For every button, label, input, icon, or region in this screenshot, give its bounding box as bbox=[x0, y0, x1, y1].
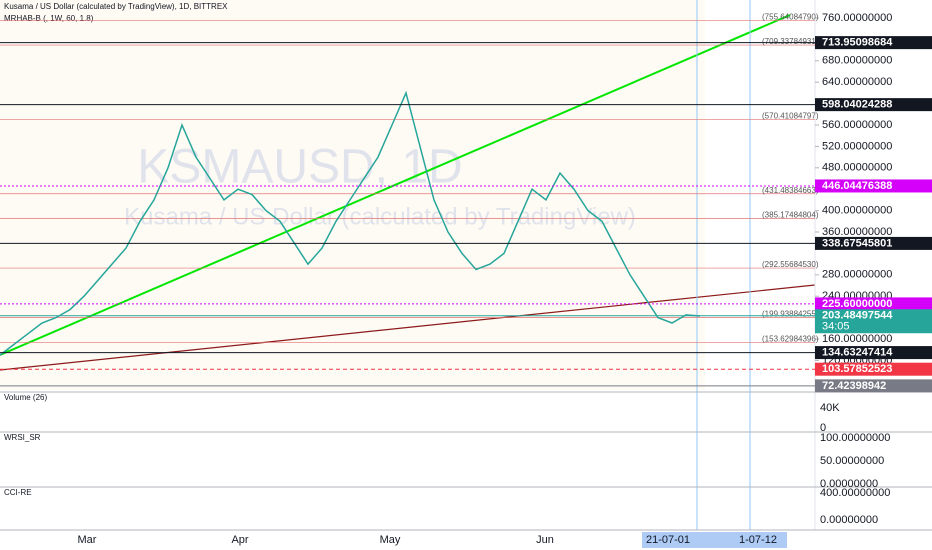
level-label: (431.48384663) bbox=[762, 186, 819, 195]
trend-line bbox=[0, 14, 791, 356]
price-badge bbox=[815, 297, 932, 311]
header-indicator: MRHAB-B (, 1W, 60, 1.8) bbox=[4, 14, 94, 23]
y-tick-label: 480.00000000 bbox=[822, 162, 892, 174]
trend-line bbox=[0, 284, 816, 371]
price-badge bbox=[815, 379, 932, 393]
price-line bbox=[0, 90, 701, 356]
level-label: (292.55684530) bbox=[762, 260, 819, 269]
countdown: 34:05 bbox=[822, 321, 850, 333]
y-tick-label: 640.00000000 bbox=[822, 76, 892, 88]
price-badge bbox=[815, 36, 932, 50]
price-badge-label: 72.42398942 bbox=[822, 380, 886, 392]
y-tick-label: 0.00000000 bbox=[820, 478, 878, 490]
x-tick-label: Apr bbox=[231, 534, 248, 546]
x-highlight bbox=[642, 532, 787, 548]
price-badge bbox=[815, 179, 932, 193]
x-highlight-label: 1-07-12 bbox=[739, 534, 777, 546]
x-tick-label: Mar bbox=[78, 534, 97, 546]
header-title: Kusama / US Dollar (calculated by Tradin… bbox=[4, 2, 228, 11]
price-badge-label: 203.48497544 bbox=[822, 310, 893, 322]
x-tick-label: May bbox=[380, 534, 401, 546]
price-badge-label: 338.67545801 bbox=[822, 237, 892, 249]
level-label: (385.17484804) bbox=[762, 211, 819, 220]
y-tick-label: 160.00000000 bbox=[822, 333, 892, 345]
y-tick-label: 280.00000000 bbox=[822, 269, 892, 281]
price-badge bbox=[815, 236, 932, 250]
x-highlight-label: 21-07-01 bbox=[646, 534, 690, 546]
price-badge-label: 713.95098684 bbox=[822, 37, 893, 49]
y-tick-label: 760.00000000 bbox=[822, 12, 892, 24]
level-label: (570.41084797) bbox=[762, 112, 819, 121]
price-badge bbox=[815, 309, 932, 334]
pane-label: WRSI_SR bbox=[4, 433, 41, 442]
y-tick-label: 680.00000000 bbox=[822, 55, 892, 67]
y-tick-label: 50.00000000 bbox=[820, 455, 884, 467]
price-badge-label: 134.63247414 bbox=[822, 346, 893, 358]
price-badge-label: 446.04476388 bbox=[822, 180, 892, 192]
watermark-symbol: KSMAUSD, 1D bbox=[137, 141, 462, 194]
price-badge-label: 598.04024288 bbox=[822, 99, 892, 111]
level-label: (709.33784931) bbox=[762, 37, 819, 46]
y-tick-label: 0.00000000 bbox=[820, 514, 878, 526]
y-tick-label: 400.00000000 bbox=[820, 487, 890, 499]
y-tick-label: 400.00000000 bbox=[822, 205, 892, 217]
level-label: (199.93884255) bbox=[762, 310, 819, 319]
level-label: (153.62984396) bbox=[762, 335, 819, 344]
y-tick-label: 100.00000000 bbox=[820, 432, 890, 444]
price-badge bbox=[815, 362, 932, 376]
y-tick-label: 0 bbox=[820, 422, 826, 434]
price-badge bbox=[815, 98, 932, 112]
pane-label: CCI-RE bbox=[4, 488, 32, 497]
y-tick-label: 40K bbox=[820, 402, 840, 414]
x-tick-label: Jun bbox=[536, 534, 554, 546]
y-tick-label: 520.00000000 bbox=[822, 140, 892, 152]
y-tick-label: 560.00000000 bbox=[822, 119, 892, 131]
watermark-name: Kusama / US Dollar (calculated by Tradin… bbox=[124, 203, 636, 230]
level-label: (755.64084790) bbox=[762, 12, 819, 21]
y-tick-label: 360.00000000 bbox=[822, 226, 892, 238]
price-badge-label: 103.57852523 bbox=[822, 363, 892, 375]
pane-label: Volume (26) bbox=[4, 393, 47, 402]
price-badge-label: 225.60000000 bbox=[822, 298, 892, 310]
price-badge bbox=[815, 346, 932, 360]
